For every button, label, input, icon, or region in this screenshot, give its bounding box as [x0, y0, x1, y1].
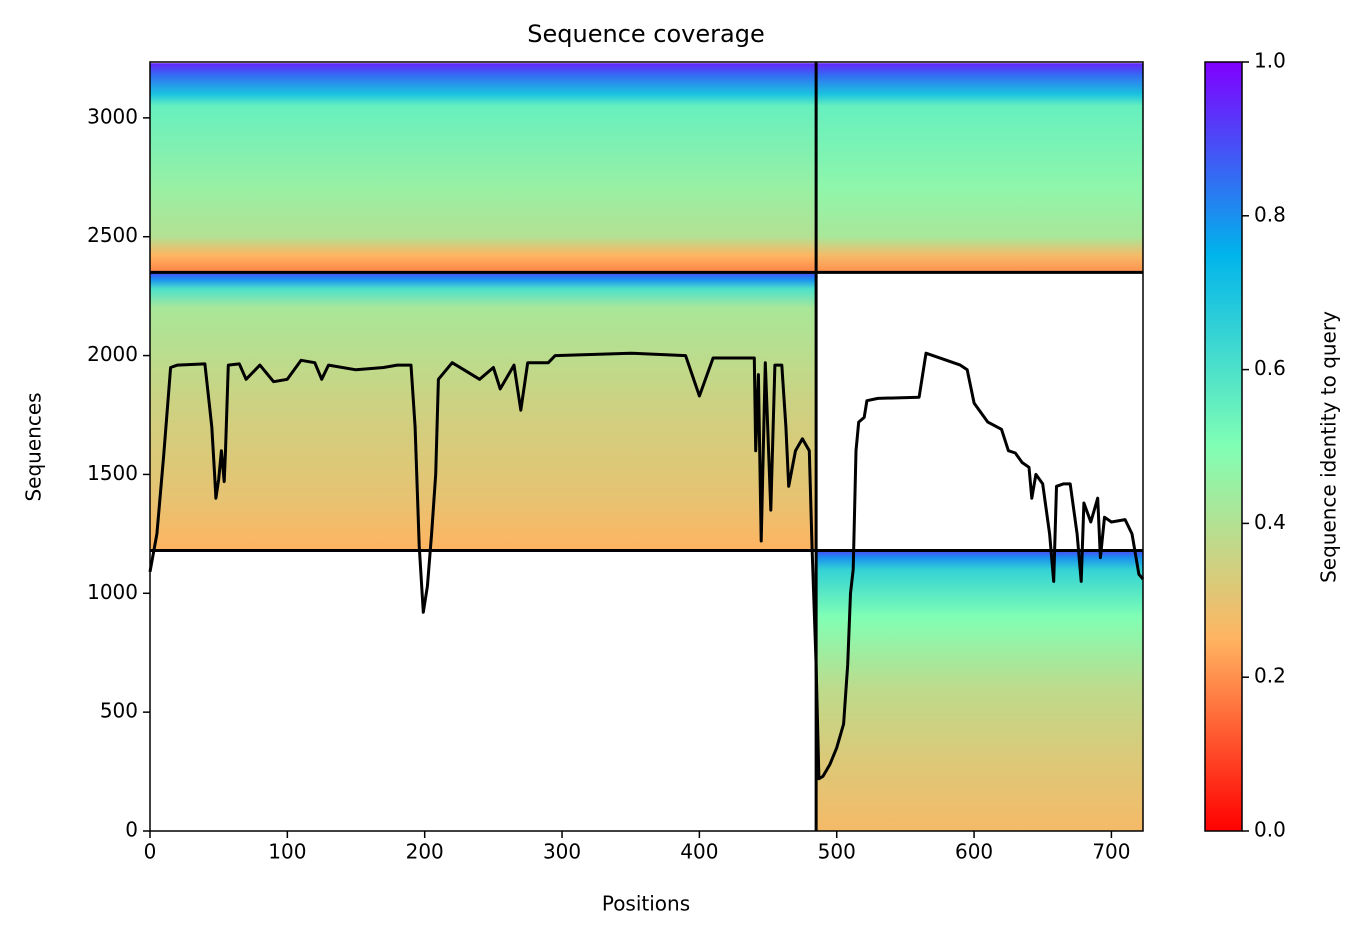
y-tick-label: 2000 [87, 342, 138, 366]
y-tick-label: 0 [125, 818, 138, 842]
colorbar-tick-label: 1.0 [1254, 49, 1286, 73]
alignment-block [150, 63, 817, 273]
alignment-block [150, 272, 817, 551]
x-tick-label: 600 [955, 840, 993, 864]
colorbar [1204, 61, 1243, 832]
y-tick-label: 3000 [87, 104, 138, 128]
colorbar-tick-label: 0.6 [1254, 356, 1286, 380]
x-axis-label: Positions [602, 892, 690, 916]
x-tick-label: 0 [144, 840, 157, 864]
chart-title: Sequence coverage [527, 20, 764, 48]
colorbar-tick-label: 0.8 [1254, 202, 1286, 226]
x-tick-label: 500 [818, 840, 856, 864]
colorbar-label: Sequence identity to query [1317, 311, 1341, 583]
alignment-block [816, 63, 1143, 273]
coverage-line [148, 351, 1145, 781]
y-tick-label: 1500 [87, 461, 138, 485]
x-tick-label: 100 [268, 840, 306, 864]
x-tick-label: 200 [406, 840, 444, 864]
y-tick-label: 500 [100, 699, 138, 723]
plot-frame [149, 61, 1144, 832]
colorbar-tick-label: 0.0 [1254, 818, 1286, 842]
x-tick-label: 400 [680, 840, 718, 864]
y-tick-label: 2500 [87, 223, 138, 247]
alignment-block [816, 550, 1143, 831]
x-tick-label: 300 [543, 840, 581, 864]
colorbar-tick-label: 0.4 [1254, 510, 1286, 534]
y-axis-label: Sequences [22, 392, 46, 501]
x-tick-label: 700 [1092, 840, 1130, 864]
y-tick-label: 1000 [87, 580, 138, 604]
colorbar-tick-label: 0.2 [1254, 664, 1286, 688]
